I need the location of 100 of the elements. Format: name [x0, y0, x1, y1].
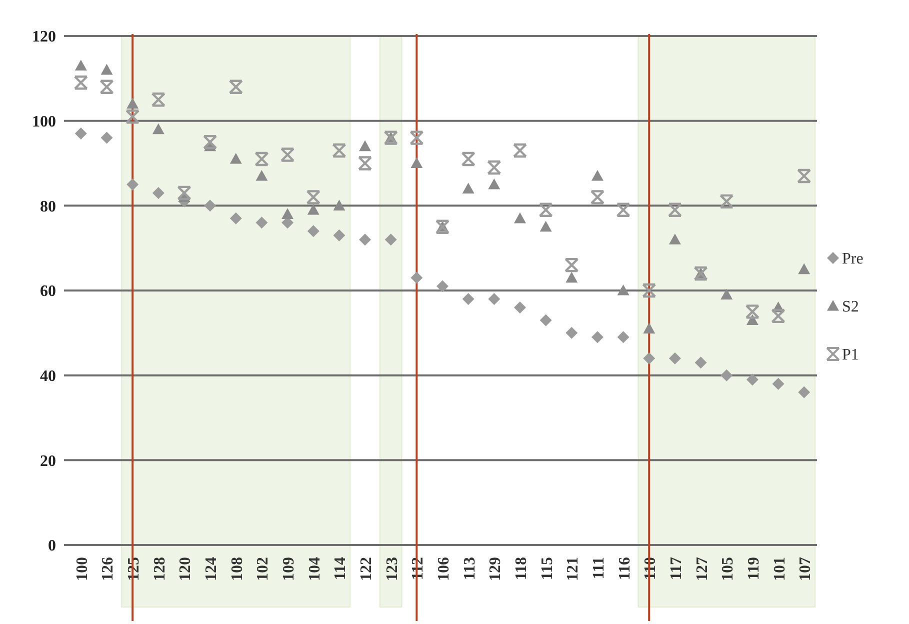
point: [100, 64, 113, 75]
x-tick-label: 108: [228, 557, 246, 581]
point: [307, 225, 320, 238]
point: [282, 208, 294, 219]
x-tick-label: 121: [564, 557, 582, 581]
point: [436, 280, 448, 292]
point: [798, 263, 810, 274]
x-tick-label: 102: [254, 557, 272, 581]
point: [642, 283, 656, 298]
x-tick-label: 117: [668, 557, 685, 580]
x-tick-label: 129: [487, 557, 504, 581]
point: [256, 170, 268, 181]
point: [177, 186, 192, 200]
point: [668, 352, 681, 364]
x-tick-label: 122: [358, 557, 376, 581]
point: [358, 156, 372, 170]
point: [540, 314, 552, 326]
point: [152, 186, 164, 199]
point: [488, 178, 500, 190]
point: [772, 378, 784, 390]
point: [514, 212, 526, 224]
point: [487, 160, 502, 175]
x-tick-label: 113: [461, 557, 478, 580]
x-tick-label: 109: [280, 557, 298, 581]
point: [512, 143, 528, 158]
point: [74, 76, 88, 90]
point: [538, 202, 553, 218]
point: [125, 109, 140, 124]
point: [462, 182, 474, 194]
legend-label: S2: [842, 298, 859, 316]
x-tick-label: 126: [100, 557, 117, 581]
point: [151, 92, 166, 107]
point: [230, 212, 242, 224]
point: [643, 352, 656, 364]
point: [720, 369, 733, 382]
point: [617, 284, 630, 296]
point: [74, 60, 87, 70]
point: [100, 80, 114, 94]
point: [333, 200, 346, 210]
point: [410, 157, 423, 168]
x-tick-label: 106: [436, 557, 452, 581]
point: [307, 204, 320, 215]
point: [668, 234, 681, 244]
y-tick-label: 80: [40, 198, 56, 216]
x-tick-label: 101: [771, 557, 788, 581]
point: [228, 80, 243, 94]
point: [643, 322, 656, 334]
point: [410, 272, 423, 284]
point: [566, 272, 578, 283]
x-tick-label: 119: [745, 557, 762, 580]
y-tick-label: 60: [40, 283, 56, 300]
point: [74, 128, 87, 140]
x-tick-label: 116: [616, 557, 634, 580]
legend-label: Pre: [842, 250, 864, 268]
point: [332, 143, 346, 158]
y-tick-label: 20: [40, 452, 56, 470]
x-tick-label: 123: [384, 557, 401, 581]
point: [202, 134, 218, 150]
point: [566, 326, 578, 339]
point: [359, 234, 372, 246]
x-tick-label: 104: [306, 557, 324, 581]
point: [100, 132, 113, 144]
x-tick-label: 128: [151, 557, 168, 581]
x-tick-label: 118: [512, 557, 530, 580]
point: [564, 258, 579, 272]
x-tick-label: 111: [590, 557, 608, 580]
x-tick-label: 114: [332, 557, 350, 580]
point: [591, 331, 604, 344]
point: [280, 148, 295, 162]
point: [617, 331, 630, 344]
x-tick-label: 115: [538, 557, 556, 580]
point: [796, 168, 812, 184]
point: [462, 292, 474, 305]
point: [694, 266, 708, 281]
point: [256, 216, 268, 229]
point: [590, 190, 605, 204]
point: [126, 98, 139, 109]
y-tick-label: 0: [48, 538, 56, 555]
point: [126, 178, 139, 190]
point: [410, 130, 424, 145]
point: [591, 170, 604, 181]
point: [720, 194, 734, 209]
x-tick-label: 127: [694, 557, 711, 581]
y-tick-label: 40: [40, 368, 56, 385]
point: [488, 292, 500, 305]
point: [540, 220, 552, 232]
x-tick-label: 124: [203, 557, 220, 581]
point: [333, 229, 346, 242]
point: [514, 301, 526, 314]
point: [254, 152, 269, 166]
point: [694, 356, 707, 369]
x-tick-label: 105: [720, 557, 737, 581]
point: [771, 308, 786, 324]
y-tick-label: 100: [32, 113, 56, 130]
point: [720, 288, 733, 300]
x-tick-label: 100: [74, 557, 91, 581]
point: [746, 374, 758, 386]
point: [204, 200, 216, 212]
point: [384, 234, 397, 246]
y-tick-label: 120: [32, 28, 56, 46]
